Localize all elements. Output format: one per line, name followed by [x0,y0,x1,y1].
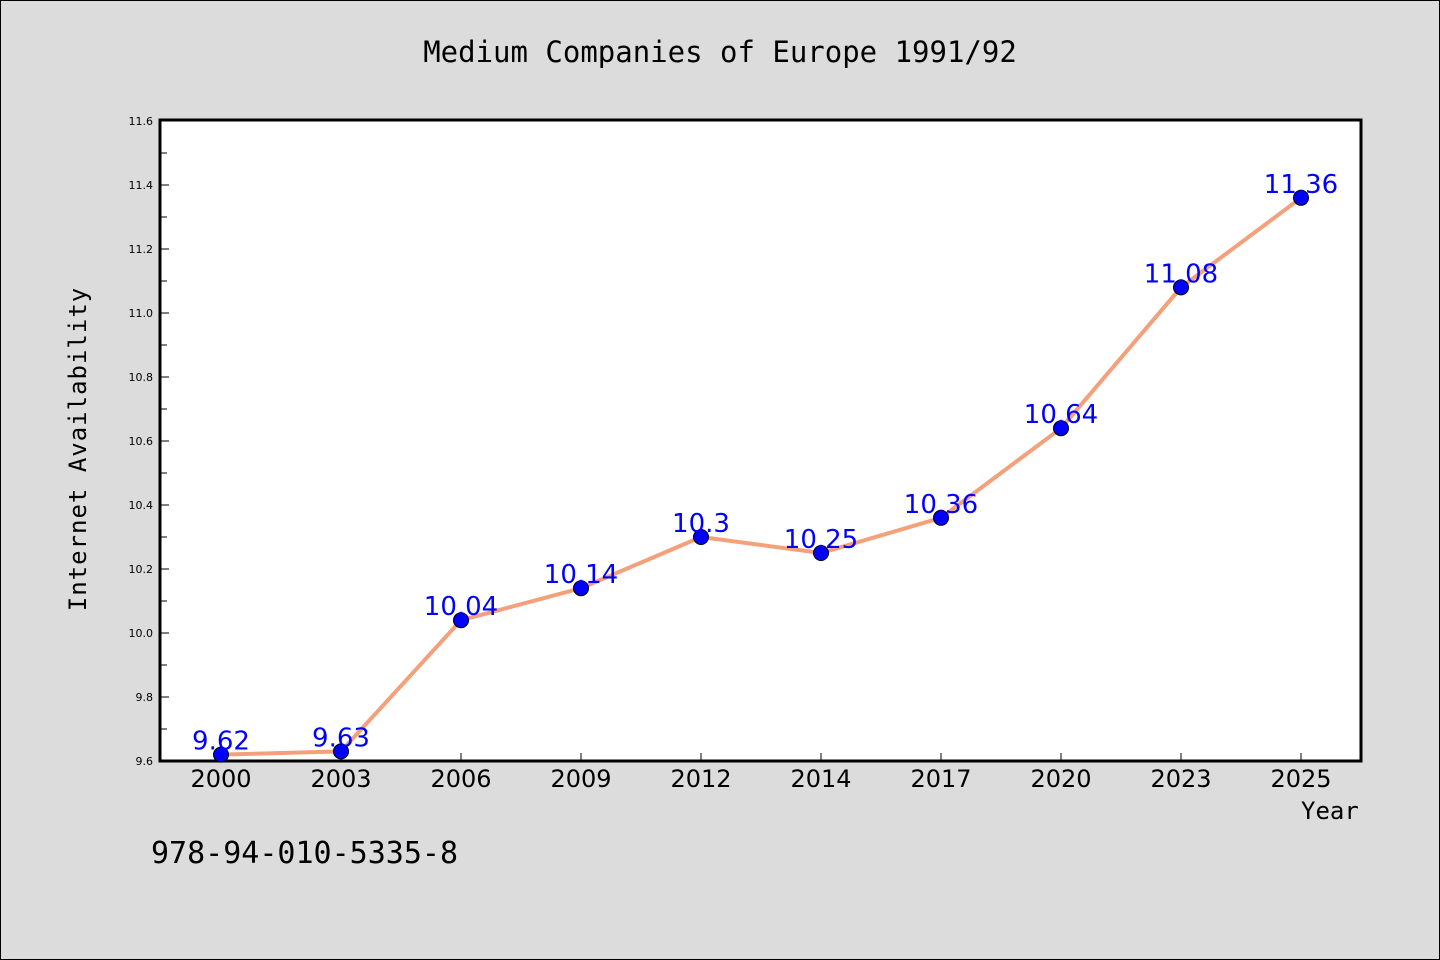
y-tick-group: 9.6 9.8 10.0 10.2 10.4 10.6 10.8 11.0 11.2 11.4 11… [129,115,169,768]
y-tick-label: 10.0 [129,627,154,640]
y-tick-label: 11.2 [129,243,154,256]
y-tick-label: 9.8 [136,691,154,704]
y-tick-label: 10.4 [129,499,154,512]
x-axis-label: Year [1301,797,1359,825]
y-tick-label: 11.0 [129,307,154,320]
data-point [1173,279,1189,296]
x-tick-label: 2009 [550,765,611,793]
data-point [1053,420,1069,437]
x-tick-label: 2020 [1030,765,1091,793]
data-label: 11.08 [1144,259,1218,289]
y-tick-label: 10.2 [129,563,154,576]
data-label: 9.63 [312,723,370,753]
x-tick-label: 2000 [190,765,251,793]
data-point [813,545,829,561]
series-line [220,196,1303,757]
plot-area [158,118,1363,763]
x-tick-label: 2023 [1150,765,1211,793]
x-tick-label: 2025 [1270,765,1331,793]
data-label: 10.64 [1024,400,1098,430]
x-tick-label: 2003 [310,765,371,793]
data-label: 10.25 [784,525,858,555]
data-label: 10.14 [544,560,618,590]
data-label: 11.36 [1264,170,1338,200]
isbn-annotation: 978-94-010-5335-8 [151,836,459,871]
series-group: 9.62 9.63 10.04 10.14 10.3 10.25 10.36 10.64 11.… [192,170,1338,763]
y-tick-label: 9.6 [136,755,154,768]
data-label: 9.62 [192,727,250,757]
data-point [693,529,709,545]
data-label: 10.3 [672,509,730,539]
y-tick-label: 11.4 [129,179,154,192]
x-tick-label: 2014 [790,765,851,793]
data-label: 10.04 [424,592,498,622]
x-tick-label: 2012 [670,765,731,793]
y-tick-label: 10.6 [129,435,154,448]
data-point [1293,189,1309,206]
x-tick-group: 2000 2003 2006 2009 2012 2014 2017 2020 2023 2025 [190,753,1332,793]
data-point [933,509,949,526]
y-tick-label: 10.8 [129,371,154,384]
chart-title: Medium Companies of Europe 1991/92 [423,35,1017,69]
y-tick-label: 11.6 [129,115,154,128]
data-point [213,746,229,763]
data-point [333,743,349,760]
data-label: 10.36 [904,490,978,520]
x-tick-label: 2006 [430,765,491,793]
x-tick-label: 2017 [910,765,971,793]
data-point [573,580,589,597]
data-point [453,612,469,629]
